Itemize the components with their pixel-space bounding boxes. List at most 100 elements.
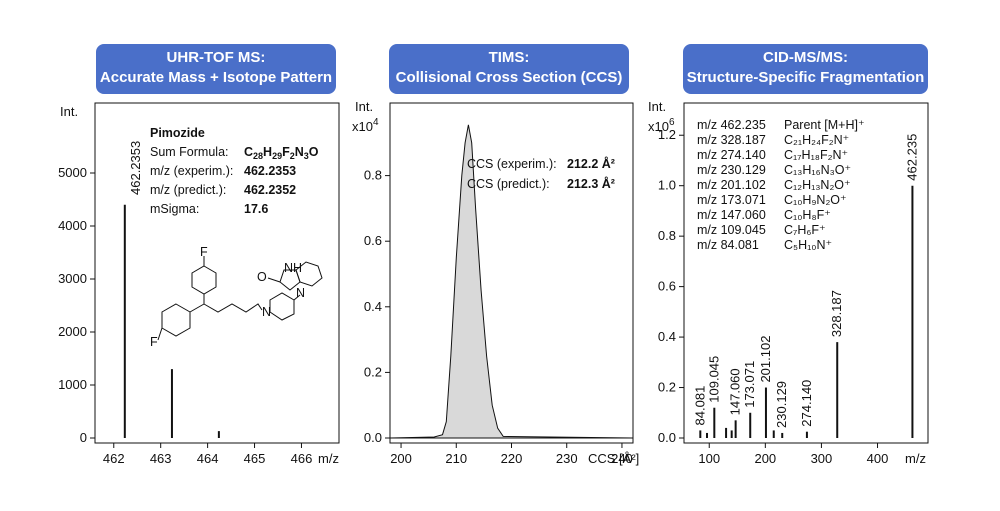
fragment-formula: C₅H₁₀N⁺ — [784, 238, 832, 252]
y-tick-label: 4000 — [58, 218, 87, 233]
x-tick-label: 200 — [754, 451, 776, 466]
info-label: mSigma: — [150, 202, 199, 216]
info-label: m/z (experim.): — [150, 164, 233, 178]
y-tick-label: 0.2 — [658, 380, 676, 395]
fragment-formula: C₁₇H₁₈F₂N⁺ — [784, 148, 848, 162]
y-tick-label: 5000 — [58, 165, 87, 180]
fragment-peak-label: 173.071 — [742, 361, 757, 408]
header-line2: Structure-Specific Fragmentation — [686, 69, 925, 86]
header-line1: TIMS: — [488, 49, 530, 66]
molecule-structure — [157, 256, 323, 341]
fluorine-label: F — [150, 335, 158, 349]
y-tick-label: 0.6 — [364, 233, 382, 248]
panel-uhr-tof: Int. m/z 0 1000 2000 3000 4000 5000 462 463 464… — [58, 102, 340, 466]
benzene-ring-top — [191, 265, 217, 295]
ccs-info: CCS (experim.): 212.2 Å² CCS (predict.):… — [467, 156, 615, 191]
fragment-peaks — [699, 185, 914, 438]
y-tick-label: 0.0 — [658, 430, 676, 445]
x-tick-label: 400 — [867, 451, 889, 466]
y-tick-label: 1.0 — [658, 178, 676, 193]
y-tick-label: 1.2 — [658, 127, 676, 142]
fragment-peak-label: 274.140 — [799, 380, 814, 427]
fragment-mz: m/z 274.140 — [697, 148, 766, 162]
benzene-ring-bottom — [161, 303, 191, 337]
fragment-mz: m/z 230.129 — [697, 163, 766, 177]
fragment-peak-label: 462.235 — [904, 134, 919, 181]
bond — [293, 294, 301, 301]
fragment-mz: m/z 109.045 — [697, 223, 766, 237]
fragment-mz: m/z 201.102 — [697, 178, 766, 192]
y-axis-label: Int. — [648, 99, 666, 114]
plot-frame — [683, 102, 929, 444]
compound-name: Pimozide — [150, 126, 205, 140]
x-tick-label: 466 — [291, 451, 313, 466]
y-axis-label: Int. — [60, 104, 78, 119]
x-tick-label: 230 — [556, 451, 578, 466]
fragment-formula: C₁₀H₉N₂O⁺ — [784, 193, 847, 207]
fragment-formula: C₇H₆F⁺ — [784, 223, 826, 237]
fragment-mz: m/z 147.060 — [697, 208, 766, 222]
info-label: CCS (experim.): — [467, 157, 557, 171]
fragment-table: m/z 462.235 Parent [M+H]⁺ m/z 328.187 C₂₁H₂… — [697, 118, 865, 252]
header-line2: Accurate Mass + Isotope Pattern — [99, 69, 333, 86]
y-ticks: 0.0 0.2 0.4 0.6 0.8 — [364, 168, 390, 445]
alkyl-chain — [203, 303, 263, 313]
bond — [157, 327, 163, 341]
x-tick-label: 100 — [698, 451, 720, 466]
x-tick-label: 220 — [501, 451, 523, 466]
fragment-peak-label: 109.045 — [706, 356, 721, 403]
x-axis-label: m/z — [318, 451, 339, 466]
plot-frame — [389, 102, 634, 444]
x-tick-label: 210 — [445, 451, 467, 466]
info-label: Sum Formula: — [150, 145, 229, 159]
fragment-peak-label: 328.187 — [829, 290, 844, 337]
panel-header-uhr-tof: UHR-TOF MS: Accurate Mass + Isotope Patt… — [96, 44, 336, 94]
x-tick-label: 465 — [244, 451, 266, 466]
y-tick-label: 0.6 — [658, 279, 676, 294]
amine-label: NH — [284, 261, 302, 275]
header-line1: UHR-TOF MS: — [166, 49, 266, 66]
y-tick-label: 0.2 — [364, 364, 382, 379]
x-tick-label: 463 — [150, 451, 172, 466]
info-label: m/z (predict.): — [150, 183, 226, 197]
bond — [189, 303, 205, 313]
y-tick-label: 0.0 — [364, 430, 382, 445]
y-scale-label: x106 — [648, 117, 675, 134]
y-ticks: 0 1000 2000 3000 4000 5000 — [58, 165, 95, 445]
y-tick-label: 0 — [80, 430, 87, 445]
fragment-formula: C₁₃H₁₆N₃O⁺ — [784, 163, 851, 177]
info-value: 462.2353 — [244, 164, 296, 178]
piperidine-ring — [269, 292, 295, 321]
y-tick-label: 0.4 — [658, 329, 676, 344]
fragment-formula: C₂₁H₂₄F₂N⁺ — [784, 133, 849, 147]
fragment-peak-label: 230.129 — [774, 381, 789, 428]
benzo-ring — [295, 261, 323, 287]
fragment-formula: C₁₀H₈F⁺ — [784, 208, 831, 222]
fragment-peak-label: 84.081 — [692, 386, 707, 426]
x-tick-label: 464 — [197, 451, 219, 466]
peak-label: 462.2353 — [128, 141, 143, 195]
mobility-peak — [389, 124, 634, 439]
x-axis-label: m/z — [905, 451, 926, 466]
info-label: CCS (predict.): — [467, 177, 550, 191]
x-tick-label: 300 — [811, 451, 833, 466]
fragment-peak-label: 201.102 — [758, 336, 773, 383]
x-tick-label: 200 — [390, 451, 412, 466]
y-tick-label: 3000 — [58, 271, 87, 286]
carbonyl-bond — [267, 277, 281, 283]
fragment-peak-label: 147.060 — [728, 368, 743, 415]
y-axis-label: Int. — [355, 99, 373, 114]
imidazolone-ring — [279, 269, 301, 291]
x-tick-label: 240 — [611, 451, 633, 466]
nitrogen-label: N — [296, 286, 305, 300]
header-line1: CID-MS/MS: — [763, 49, 848, 66]
fragment-mz: m/z 84.081 — [697, 238, 759, 252]
x-tick-label: 462 — [103, 451, 125, 466]
panel-header-cid-msms: CID-MS/MS: Structure-Specific Fragmentat… — [683, 44, 928, 94]
spectrum-peaks — [123, 204, 220, 438]
fragment-formula: C₁₂H₁₃N₂O⁺ — [784, 178, 851, 192]
y-ticks: 0.0 0.2 0.4 0.6 0.8 1.0 1.2 — [658, 127, 684, 445]
sum-formula: C28H29F2N3O — [244, 145, 319, 161]
x-ticks: 462 463 464 465 466 — [103, 443, 312, 466]
